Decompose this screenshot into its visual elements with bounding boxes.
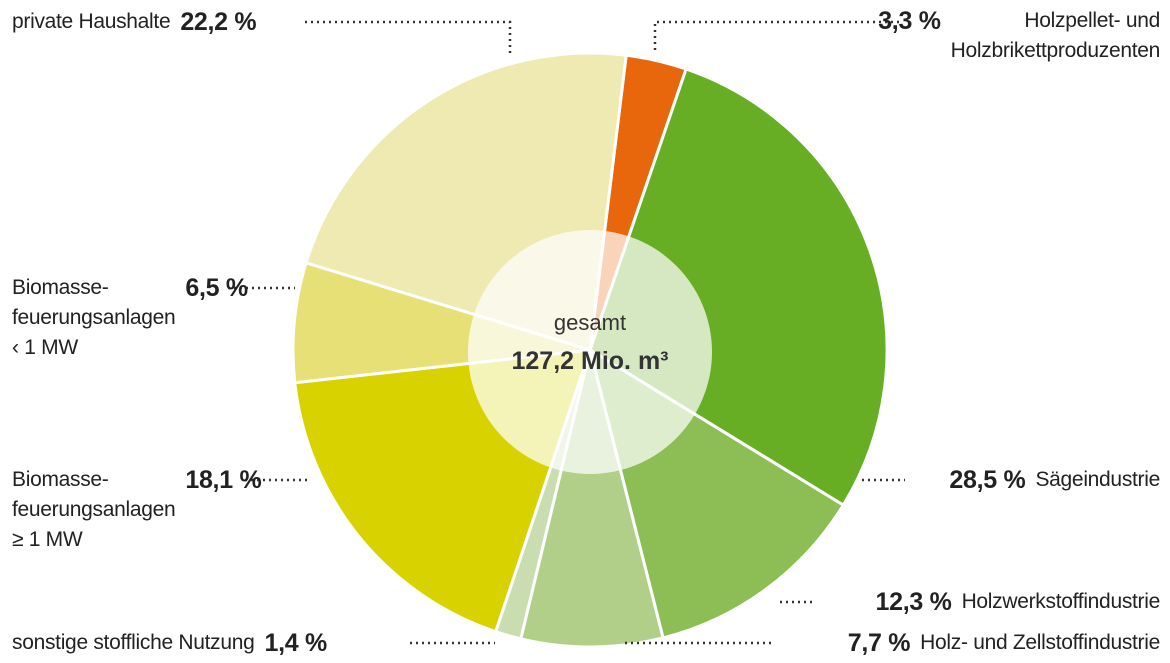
category-label: Sägeindustrie [1035, 468, 1160, 491]
category-label: Biomasse- feuerungsanlagen ‹ 1 MW [12, 276, 176, 359]
slice-label: 3,3 % Holzpellet- und Holzbrikettproduzen… [878, 6, 1160, 66]
slice-label: Biomasse- feuerungsanlagen ≥ 1 MW 18,1 % [12, 465, 262, 555]
slice-label: 7,7 % Holz- und Zellstoffindustrie [847, 628, 1161, 658]
value-label: 22,2 % [180, 8, 257, 36]
value-label: 7,7 % [847, 629, 911, 657]
leader-line [653, 20, 900, 50]
center-disc [468, 230, 712, 474]
value-label: 1,4 % [264, 629, 328, 657]
category-label: Holzpellet- und Holzbrikettproduzenten [950, 9, 1161, 62]
slice-label: sonstige stoffliche Nutzung 1,4 % [12, 628, 327, 658]
category-label: Biomasse- feuerungsanlagen ≥ 1 MW [12, 468, 176, 551]
value-label: 12,3 % [875, 588, 952, 616]
pie-slice [518, 349, 665, 649]
value-label: 28,5 % [949, 466, 1026, 494]
category-label: Holz- und Zellstoffindustrie [920, 631, 1160, 654]
center-label: gesamt [553, 310, 627, 335]
value-label: 3,3 % [878, 7, 941, 35]
total-label: 127,2 Mio. m³ [511, 347, 669, 375]
value-label: 18,1 % [185, 466, 262, 494]
slice-label: private Haushalte 22,2 % [12, 7, 257, 37]
pie-slice [588, 67, 889, 508]
leader-line [305, 20, 512, 55]
category-label: sonstige stoffliche Nutzung [12, 631, 255, 654]
category-label: private Haushalte [12, 10, 171, 33]
slice-label: 12,3 % Holzwerkstoffindustrie [875, 587, 1161, 617]
category-label: Holzwerkstoffindustrie [961, 590, 1161, 613]
slice-label: 28,5 % Sägeindustrie [949, 465, 1160, 495]
value-label: 6,5 % [185, 274, 248, 302]
slice-label: Biomasse- feuerungsanlagen ‹ 1 MW 6,5 % [12, 273, 248, 363]
